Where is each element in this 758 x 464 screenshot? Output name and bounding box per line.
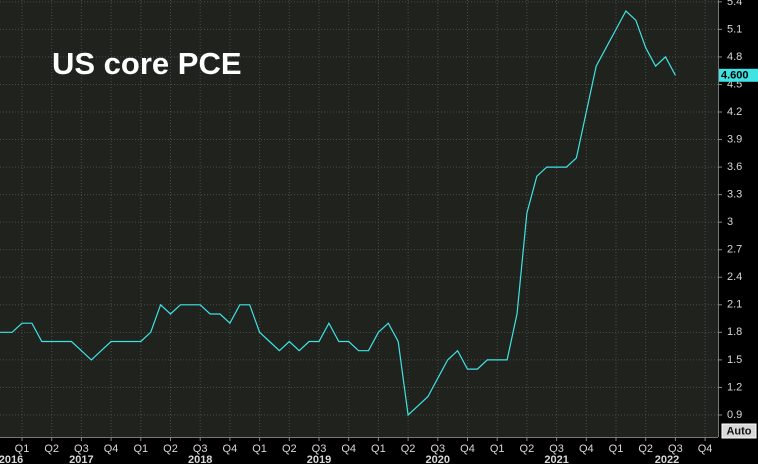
y-tick-label: 5.1 — [727, 23, 742, 35]
x-tick-label: Q4 — [341, 443, 356, 455]
year-label: 2021 — [544, 454, 568, 464]
x-tick-label: Q4 — [579, 443, 594, 455]
x-tick-label: Q2 — [282, 443, 297, 455]
x-tick-label: Q1 — [15, 443, 30, 455]
year-label: 2019 — [307, 454, 331, 464]
x-tick-label: Q2 — [520, 443, 535, 455]
x-tick-label: Q3 — [668, 443, 683, 455]
y-tick-label: 3 — [727, 216, 733, 228]
year-label: 2018 — [188, 454, 212, 464]
year-label: 2022 — [655, 454, 679, 464]
x-tick-label: Q2 — [163, 443, 178, 455]
auto-button-label[interactable]: Auto — [726, 425, 751, 437]
y-tick-label: 3.9 — [727, 133, 742, 145]
y-tick-label: 4.8 — [727, 51, 742, 63]
x-tick-label: Q3 — [430, 443, 445, 455]
auto-button[interactable] — [721, 423, 757, 439]
grid — [0, 0, 718, 437]
series-line — [0, 10, 676, 417]
x-tick-label: Q2 — [638, 443, 653, 455]
y-tick-label: 3.6 — [727, 161, 742, 173]
x-tick-label: Q4 — [698, 443, 713, 455]
x-tick-label: Q4 — [223, 443, 238, 455]
y-tick-label: 1.5 — [727, 354, 742, 366]
y-tick-label: 4.2 — [727, 106, 742, 118]
axis-background — [0, 437, 718, 464]
y-tick-label: 2.7 — [727, 244, 742, 256]
x-tick-label: Q4 — [104, 443, 119, 455]
x-tick-label: Q1 — [371, 443, 386, 455]
x-tick-label: Q1 — [252, 443, 267, 455]
y-tick-label: 3.3 — [727, 189, 742, 201]
x-tick-label: Q4 — [460, 443, 475, 455]
last-value-label: 4.600 — [721, 70, 749, 82]
x-tick-label: Q1 — [490, 443, 505, 455]
year-label: 2020 — [426, 454, 450, 464]
year-label: 2017 — [69, 454, 93, 464]
last-value-tag — [719, 68, 758, 82]
y-tick-label: 0.9 — [727, 409, 742, 421]
y-tick-label: 1.8 — [727, 326, 742, 338]
y-tick-label: 5.4 — [727, 0, 742, 8]
plot-background — [0, 0, 718, 437]
x-tick-label: Q3 — [549, 443, 564, 455]
chart-title: US core PCE — [52, 46, 242, 81]
x-tick-label: Q1 — [609, 443, 624, 455]
y-tick-label: 2.4 — [727, 271, 742, 283]
x-tick-label: Q2 — [401, 443, 416, 455]
y-tick-label: 2.1 — [727, 299, 742, 311]
y-tick-label: 1.2 — [727, 381, 742, 393]
series — [0, 10, 676, 417]
x-tick-label: Q3 — [312, 443, 327, 455]
x-tick-label: Q2 — [44, 443, 59, 455]
x-tick-label: Q1 — [133, 443, 148, 455]
year-label: 2016 — [0, 454, 23, 464]
x-tick-label: Q3 — [193, 443, 208, 455]
x-tick-label: Q3 — [74, 443, 89, 455]
